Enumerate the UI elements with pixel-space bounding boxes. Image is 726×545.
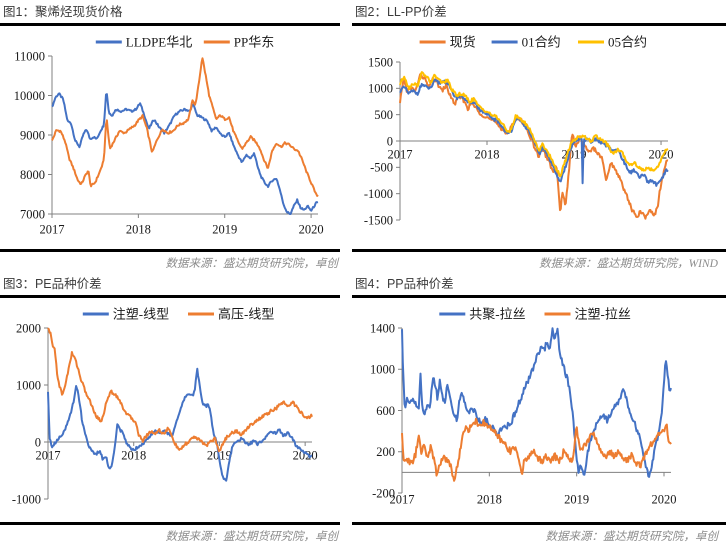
x-tick-label: 2020 bbox=[299, 222, 324, 236]
y-tick-label: 1500 bbox=[368, 55, 393, 69]
y-tick-label: -200 bbox=[372, 486, 395, 500]
figure3-bottom-rule bbox=[0, 522, 340, 525]
figure4-top-rule bbox=[352, 295, 726, 298]
y-tick-label: -1500 bbox=[364, 213, 393, 227]
series-line-2 bbox=[51, 57, 319, 197]
series-line-1 bbox=[51, 92, 319, 215]
series-line-2 bbox=[399, 78, 669, 187]
figure2-top-rule bbox=[352, 23, 726, 26]
y-tick-label: 9000 bbox=[20, 128, 45, 142]
legend-label: 高压-线型 bbox=[218, 307, 274, 322]
y-tick-label: -1000 bbox=[12, 492, 41, 506]
figure1-top-rule bbox=[0, 23, 340, 26]
series-line-3 bbox=[399, 71, 669, 178]
y-tick-label: 1000 bbox=[370, 363, 395, 377]
y-tick-label: 1000 bbox=[368, 82, 393, 96]
x-tick-label: 2019 bbox=[212, 222, 237, 236]
y-tick-label: 1400 bbox=[370, 321, 395, 335]
y-tick-label: 200 bbox=[376, 445, 395, 459]
figure4-title: 图4：PP品种价差 bbox=[355, 277, 454, 291]
panel-figure4: 图4：PP品种价差 -200 200 600 1000 1400 2017 2018 2019… bbox=[352, 272, 726, 545]
series-line-2 bbox=[401, 417, 672, 482]
series-line-2 bbox=[47, 327, 313, 453]
figure2-chart: -1500 -1000 -500 0 500 1000 1500 2017 2018 2019 20… bbox=[352, 26, 726, 249]
chart-svg-figure4: -200 200 600 1000 1400 2017 2018 2019 2020 共聚-拉丝 注… bbox=[370, 307, 677, 507]
figure1-source: 数据来源：盛达期货研究院，卓创 bbox=[165, 258, 339, 270]
panel-figure2: 图2：LL-PP价差 -1500 -1000 -500 0 500 1000 1500 201… bbox=[352, 0, 726, 272]
x-tick-label: 2018 bbox=[477, 492, 502, 506]
figure3-top-rule bbox=[0, 295, 340, 298]
y-tick-label: 0 bbox=[35, 435, 41, 449]
chart-svg-figure1: 7000 8000 9000 10000 11000 2017 2018 2019 2020 LL… bbox=[14, 35, 324, 237]
x-tick-label: 2020 bbox=[649, 147, 674, 161]
legend-label: 共聚-拉丝 bbox=[469, 307, 525, 322]
legend-label: 05合约 bbox=[608, 35, 647, 50]
figure2-source: 数据来源：盛达期货研究院，WIND bbox=[539, 258, 718, 270]
legend-label: PP华东 bbox=[234, 35, 274, 50]
y-tick-label: 0 bbox=[387, 134, 393, 148]
figure4-chart: -200 200 600 1000 1400 2017 2018 2019 2020 共聚-拉丝 注… bbox=[352, 298, 726, 522]
figure4-source: 数据来源：盛达期货研究院，卓创 bbox=[545, 531, 719, 543]
y-tick-label: 8000 bbox=[20, 168, 45, 182]
figure3-chart: -1000 0 1000 2000 2017 2018 2019 2020 注塑-线型 高压-线型 bbox=[0, 298, 340, 522]
x-tick-label: 2017 bbox=[40, 222, 65, 236]
figure2-title: 图2：LL-PP价差 bbox=[355, 5, 447, 19]
panel-figure1: 图1：聚烯烃现货价格 7000 8000 9000 10000 11000 2017 201… bbox=[0, 0, 340, 272]
series-line-1 bbox=[399, 72, 669, 220]
y-tick-label: 500 bbox=[374, 108, 393, 122]
x-tick-label: 2020 bbox=[652, 492, 677, 506]
x-tick-label: 2018 bbox=[475, 147, 500, 161]
x-tick-label: 2018 bbox=[121, 448, 146, 462]
y-tick-label: 7000 bbox=[20, 207, 45, 221]
panel-figure3: 图3：PE品种价差 -1000 0 1000 2000 2017 2018 2019 2020… bbox=[0, 272, 340, 545]
y-tick-label: 600 bbox=[376, 404, 395, 418]
figure4-bottom-rule bbox=[352, 522, 726, 525]
y-tick-label: -1000 bbox=[364, 187, 393, 201]
x-tick-label: 2017 bbox=[390, 492, 415, 506]
x-tick-label: 2018 bbox=[126, 222, 151, 236]
x-tick-label: 2020 bbox=[293, 448, 318, 462]
legend-label: 注塑-线型 bbox=[113, 307, 169, 322]
legend-label: LLDPE华北 bbox=[126, 35, 192, 50]
legend-label: 01合约 bbox=[522, 35, 561, 50]
x-tick-label: 2017 bbox=[36, 448, 61, 462]
figure1-bottom-rule bbox=[0, 249, 340, 252]
series-line-1 bbox=[401, 327, 672, 478]
y-tick-label: 1000 bbox=[16, 378, 41, 392]
figure3-title: 图3：PE品种价差 bbox=[3, 277, 102, 291]
figure1-chart: 7000 8000 9000 10000 11000 2017 2018 2019 2020 LL… bbox=[0, 26, 340, 249]
y-tick-label: 11000 bbox=[14, 49, 45, 63]
y-tick-label: 10000 bbox=[14, 89, 45, 103]
x-tick-label: 2017 bbox=[388, 147, 413, 161]
legend-label: 注塑-拉丝 bbox=[575, 307, 631, 322]
figure1-title: 图1：聚烯烃现货价格 bbox=[3, 5, 123, 19]
figure3-source: 数据来源：盛达期货研究院，卓创 bbox=[165, 531, 339, 543]
y-tick-label: -500 bbox=[370, 161, 393, 175]
y-tick-label: 2000 bbox=[16, 321, 41, 335]
figure2-bottom-rule bbox=[352, 249, 726, 252]
legend-label: 现货 bbox=[450, 35, 476, 50]
series-line-1 bbox=[47, 367, 313, 482]
x-tick-label: 2019 bbox=[564, 492, 589, 506]
